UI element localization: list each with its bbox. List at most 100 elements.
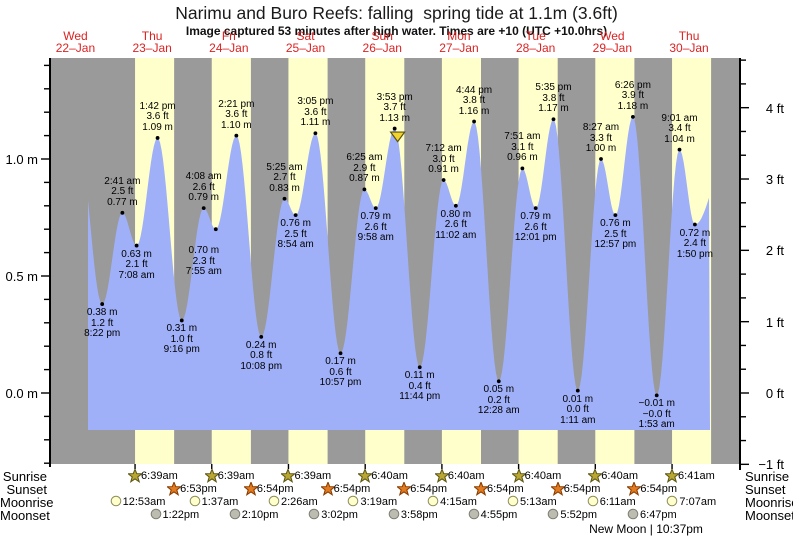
tide-annotation-line: 3.0 ft (432, 153, 455, 165)
tide-annotation-line: −0.0 ft (642, 408, 671, 420)
tide-annotation-line: 2.1 ft (125, 259, 148, 271)
tide-annotation-line: 2.5 ft (111, 186, 134, 198)
tide-annotation-line: 0.70 m (188, 245, 220, 257)
moonrise-icon (507, 495, 519, 507)
moonset-icon (627, 508, 639, 520)
moonrise-icon (427, 495, 439, 507)
tide-point-dot (259, 334, 264, 339)
tide-point-dot (120, 210, 125, 215)
tide-annotation-high: 4:08 am 2.6 ft 0.79 m (186, 172, 222, 204)
y-axis-label-left: 0.0 m (5, 386, 38, 401)
moonset-time: 4:55pm (480, 509, 518, 521)
tide-annotation-line: 1.13 m (379, 112, 410, 124)
moonrise-time: 1:37am (201, 496, 239, 508)
moonset-time: 6:47pm (640, 509, 677, 521)
tide-point-dot (677, 147, 682, 152)
tide-annotation-line: 11:44 pm (399, 391, 441, 403)
tide-point-dot (693, 222, 697, 227)
sunset-icon (396, 480, 413, 496)
moonrise-time: 7:07am (679, 496, 717, 508)
moonset-time: 2:10pm (241, 509, 279, 521)
tide-point-dot (338, 351, 343, 356)
moonrise-icon (587, 495, 599, 507)
tide-annotation-line: 0.31 m (166, 323, 198, 335)
tide-annotation-line: 2.3 ft (192, 255, 215, 267)
tide-point-dot (631, 114, 635, 119)
tide-point-dot (496, 379, 501, 384)
tide-point-dot (654, 393, 659, 398)
tide-point-dot (293, 213, 298, 218)
sunrise-time: 6:39am (294, 470, 332, 482)
tide-annotation-line: 1.16 m (458, 105, 490, 117)
tide-annotation-line: 0.79 m (188, 192, 219, 204)
tide-point-dot (441, 178, 446, 182)
tide-annotation-high: 5:25 am 2.7 ft 0.83 m (266, 162, 302, 195)
day-label: Thu 23–Jan (132, 29, 172, 55)
tide-annotation-line: 3.3 ft (589, 132, 613, 144)
tide-annotation-line: 1:11 am (560, 414, 596, 426)
tide-annotation-line: 7:55 am (185, 266, 222, 278)
day-label: Mon 27–Jan (439, 29, 479, 55)
sunrise-time: 6:39am (217, 470, 255, 482)
tide-annotation-line: 1.00 m (585, 143, 617, 154)
moonset-row-label-right: Moonset (745, 508, 793, 523)
tide-annotation-line: 9:58 am (357, 232, 394, 244)
sunset-icon (242, 480, 260, 496)
sunrise-time: 6:40am (371, 470, 408, 482)
tide-point-dot (179, 318, 184, 323)
tide-annotation-high: 9:01 am 3.4 ft 1.04 m (661, 113, 697, 146)
sunset-icon (165, 480, 183, 496)
tide-annotation-high: 6:26 pm 3.9 ft 1.18 m (614, 79, 651, 113)
tide-annotation-line: 7:12 am (425, 143, 462, 155)
moonset-time: 3:02pm (321, 509, 358, 521)
moonrise-time: 2:26am (280, 496, 318, 508)
moonrise-time: 6:11am (599, 496, 636, 508)
sunset-time: 6:54pm (333, 483, 371, 495)
tide-annotation-line: 1.04 m (664, 133, 695, 145)
y-axis-label-right: 2 ft (765, 243, 784, 259)
sunset-time: 6:54pm (486, 483, 524, 495)
day-label: Fri 24–Jan (209, 29, 249, 55)
tide-annotation-line: 0.01 m (562, 393, 594, 405)
tide-annotation-line: 12:01 pm (514, 232, 557, 244)
tide-annotation-line: 1.10 m (221, 119, 252, 131)
tide-annotation-line: 0.83 m (269, 182, 300, 194)
tide-annotation-high: 3:53 pm 3.7 ft 1.13 m (377, 92, 413, 125)
sunrise-icon (280, 467, 297, 483)
moonset-icon (150, 508, 162, 520)
moonrise-time: 12:53am (122, 496, 166, 508)
tide-annotation-line: 2.6 ft (364, 221, 387, 233)
tide-annotation-line: 0.72 m (679, 227, 711, 239)
tide-annotation-high: 2:21 pm 3.6 ft 1.10 m (218, 99, 254, 132)
tide-point-dot (613, 213, 618, 218)
y-axis-label-right: 3 ft (765, 172, 784, 187)
tide-curve-area (88, 117, 710, 430)
sunrise-time: 6:40am (447, 470, 485, 482)
sunset-icon (472, 480, 490, 496)
tide-annotation-line: −0.01 m (638, 398, 675, 410)
y-axis-label-right: 0 ft (765, 386, 784, 401)
tide-annotation-line: 0.77 m (107, 196, 138, 208)
day-label: Thu 30–Jan (669, 29, 709, 55)
tide-annotation-line: 1:53 am (638, 419, 675, 431)
tide-annotation-high: 6:25 am 2.9 ft 0.87 m (346, 153, 382, 185)
tide-point-dot (520, 166, 525, 171)
current-time-marker (389, 131, 406, 143)
tide-annotation-line: 1.11 m (300, 117, 331, 129)
tide-annotation-line: 0.4 ft (408, 380, 431, 392)
tide-point-dot (134, 243, 139, 248)
sunset-time: 6:54pm (640, 483, 678, 495)
tide-annotation-line: 3.9 ft (621, 90, 645, 102)
tide-annotation-line: 3.7 ft (383, 102, 406, 114)
tide-annotation-line: 2.6 ft (524, 221, 547, 233)
tide-annotation-line: 2.6 ft (444, 219, 467, 231)
sunrise-icon (356, 467, 374, 483)
sunset-time: 6:53pm (180, 483, 217, 495)
tide-annotation-line: 0.8 ft (250, 350, 273, 362)
tide-annotation-low: 0.01 m 0.0 ft 1:11 am (560, 393, 596, 427)
tide-annotation-line: 2.5 ft (604, 228, 627, 240)
tide-annotation-line: 0.11 m (404, 370, 435, 382)
moonset-icon (547, 508, 559, 520)
tide-annotation-line: 6:26 pm (614, 79, 651, 91)
tide-annotation-line: 8:22 pm (84, 328, 121, 340)
